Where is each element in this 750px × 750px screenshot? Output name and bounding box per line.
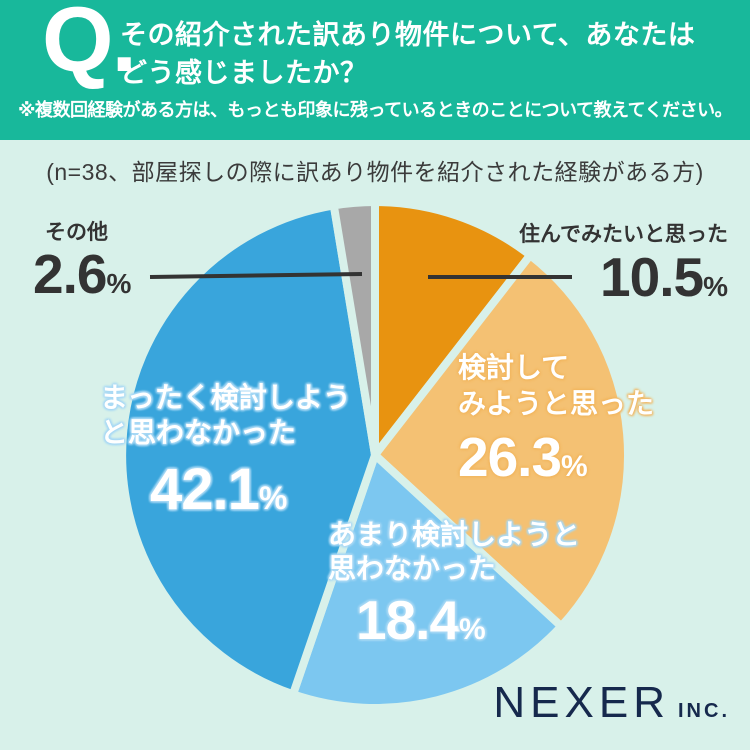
label-live-value: 10.5%: [600, 246, 728, 308]
question-header: Q. その紹介された訳あり物件について、あなたは どう感じましたか？ ※複数回経…: [0, 0, 750, 140]
label-not-really-value: 18.4%: [356, 589, 486, 651]
label-live: 住んでみたいと思った 10.5%: [519, 218, 728, 316]
percent-sign: %: [258, 480, 288, 516]
question-line-1: その紹介された訳あり物件について、あなたは: [120, 20, 696, 50]
percent-sign: %: [703, 271, 728, 302]
label-live-text: 住んでみたいと思った: [519, 223, 728, 246]
label-consider-value: 26.3%: [458, 426, 588, 488]
label-consider: 検討して みようと思った 26.3%: [458, 350, 654, 496]
pie-slice-notreally: [289, 451, 566, 712]
percent-sign: %: [106, 268, 132, 299]
label-other-value: 2.6%: [33, 243, 132, 305]
nexer-logo-suffix: INC.: [678, 700, 730, 722]
nexer-logo-brand: NEXER: [493, 678, 670, 727]
label-consider-text: 検討して みようと思った: [458, 352, 655, 419]
label-not-really: あまり検討しようと 思わなかった 18.4%: [328, 518, 580, 658]
pie-slice-live: [371, 198, 535, 459]
label-not-really-text: あまり検討しようと 思わなかった: [328, 519, 581, 584]
pie-slice-consider: [371, 251, 632, 631]
label-other: その他 2.6%: [33, 216, 131, 312]
percent-sign: %: [561, 450, 588, 483]
leader-lines: [149, 272, 572, 279]
question-line-2: どう感じましたか？: [120, 58, 368, 88]
sample-note: (n=38、部屋探しの際に訳あり物件を紹介された経験がある方): [46, 159, 704, 185]
pie-slice-notatall: [118, 201, 379, 699]
header-note: ※複数回経験がある方は、もっとも印象に残っているときのことについて教えてください…: [18, 100, 733, 120]
label-not-at-all-value: 42.1%: [150, 457, 288, 522]
pie-wedges: [118, 198, 632, 712]
pie-slice-other: [329, 198, 379, 459]
nexer-logo: NEXER INC.: [493, 678, 730, 728]
label-not-at-all: まったく検討しよう と思わなかった 42.1%: [100, 380, 351, 528]
leader-line-other: [149, 272, 363, 279]
question-text: その紹介された訳あり物件について、あなたは どう感じましたか？: [120, 16, 695, 92]
q-mark: Q.: [42, 0, 137, 91]
label-not-at-all-text: まったく検討しよう と思わなかった: [100, 382, 351, 448]
percent-sign: %: [459, 613, 486, 646]
label-other-text: その他: [45, 221, 108, 244]
